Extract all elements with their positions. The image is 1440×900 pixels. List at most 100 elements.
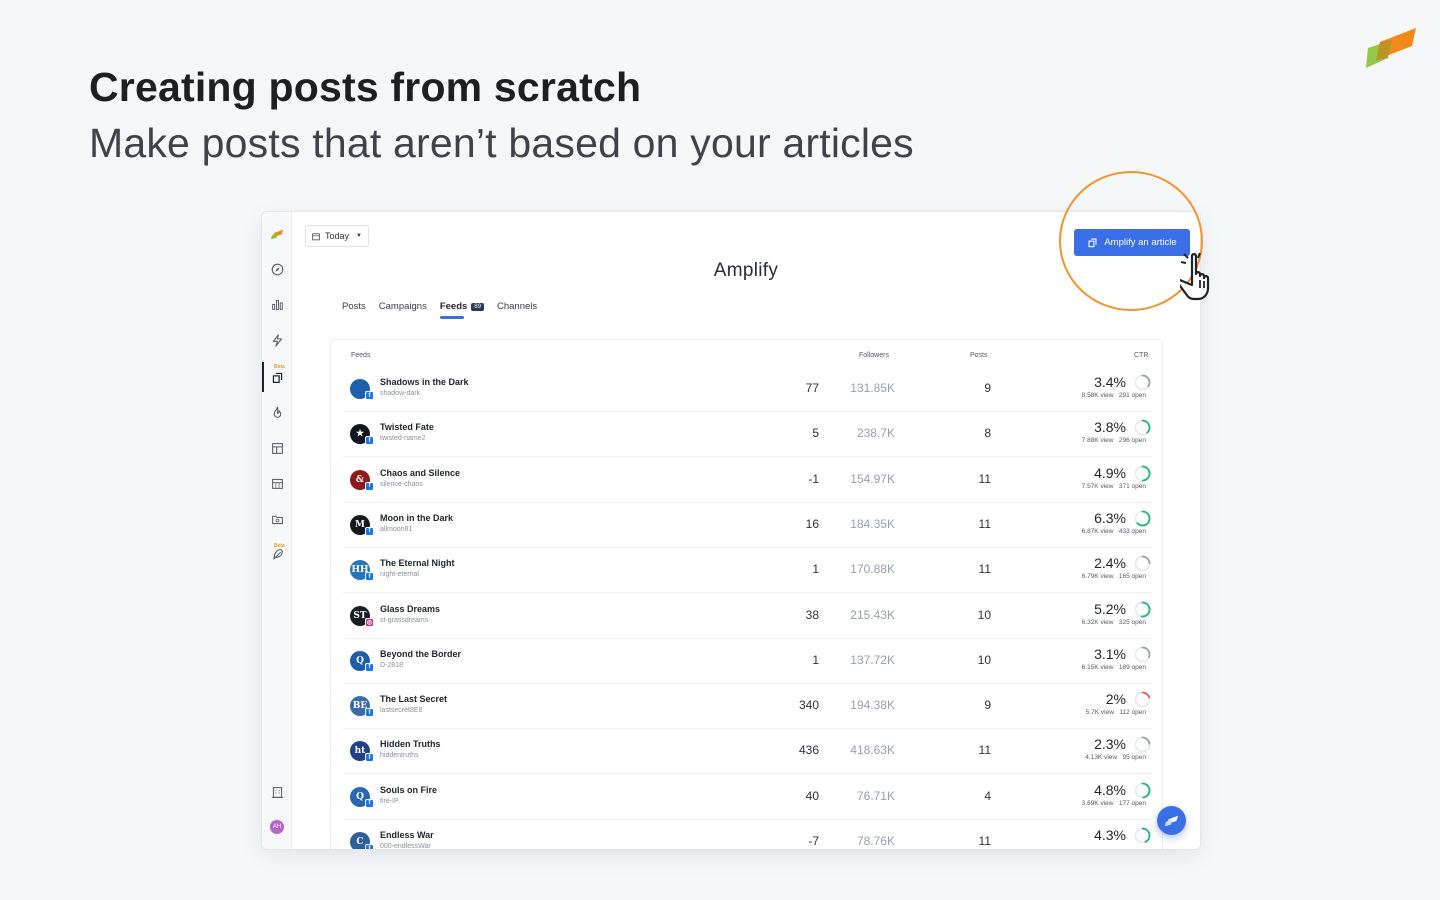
tab-label: Posts	[342, 301, 366, 312]
posts-count: 11	[978, 471, 991, 486]
floating-assistant-button[interactable]	[1157, 806, 1186, 835]
ctr-value: 2%	[1105, 691, 1126, 708]
feed-name[interactable]: The Eternal Night	[380, 558, 455, 569]
table-row[interactable]: ST ◎ Glass Dreams st-grassdreams 38 215.43K 10…	[343, 594, 1151, 639]
ctr-details: 5.7K view 112 open	[1086, 709, 1146, 716]
view-count: 5.7K view	[1085, 709, 1114, 717]
posts-count: 9	[984, 698, 991, 713]
followers-count: 78.76K	[856, 834, 895, 848]
open-count: 433 open	[1118, 527, 1146, 535]
calendar-icon[interactable]	[269, 475, 285, 491]
ctr-value: 3.8%	[1094, 419, 1126, 436]
feed-handle: hiddentruths	[380, 752, 419, 760]
follower-change: 1	[812, 652, 819, 667]
feather-icon[interactable]	[269, 546, 285, 562]
facebook-icon: f	[365, 481, 374, 491]
followers-count: 194.38K	[850, 698, 895, 713]
fire-icon[interactable]	[269, 404, 285, 420]
follower-change: 77	[805, 381, 819, 395]
table-row[interactable]: ht f Hidden Truths hiddentruths 436 418.63K 11…	[343, 729, 1151, 775]
ctr-value: 3.4%	[1094, 374, 1126, 390]
tab-campaigns[interactable]: Campaigns	[379, 301, 427, 319]
table-row[interactable]: HH f The Eternal Night night-eternal 1 170.88…	[343, 548, 1151, 594]
folder-icon[interactable]	[269, 511, 285, 527]
user-avatar[interactable]: AH	[270, 820, 284, 834]
feed-name[interactable]: Chaos and Silence	[380, 467, 461, 478]
column-header-followers[interactable]: Followers	[859, 352, 889, 359]
ctr-value: 2.4%	[1094, 555, 1126, 572]
subheadline: Make posts that aren’t based on your art…	[89, 120, 914, 166]
ctr-value: 4.8%	[1094, 781, 1126, 798]
posts-count: 9	[984, 381, 991, 395]
followers-count: 137.72K	[850, 652, 895, 667]
feed-name[interactable]: Hidden Truths	[380, 739, 441, 750]
feed-name[interactable]: Twisted Fate	[380, 422, 434, 433]
amplify-icon[interactable]	[269, 369, 285, 385]
table-row[interactable]: BE f The Last Secret lastsecret8E8 340 194.38…	[343, 684, 1151, 730]
ctr-ring-indicator	[1134, 827, 1151, 844]
tab-feeds[interactable]: Feeds 89	[439, 301, 484, 319]
open-count: 296 open	[1118, 437, 1146, 445]
followers-count: 154.97K	[850, 471, 895, 486]
facebook-icon: f	[365, 526, 374, 536]
feed-handle: 000-endlessWar	[380, 843, 431, 850]
feed-handle: allmoon81	[380, 525, 413, 533]
ctr-details: 6.87K view 433 open	[1082, 528, 1146, 535]
facebook-icon: f	[365, 391, 374, 400]
open-count: 371 open	[1118, 482, 1146, 490]
followers-count: 170.88K	[850, 562, 895, 577]
followers-count: 131.85K	[850, 381, 895, 395]
feed-name[interactable]: Shadows in the Dark	[380, 377, 469, 387]
column-header-ctr[interactable]: CTR	[1134, 352, 1149, 359]
date-filter-dropdown[interactable]: Today ▼	[305, 225, 369, 247]
feed-name[interactable]: Endless War	[380, 830, 434, 840]
layout-icon[interactable]	[269, 440, 285, 456]
tab-channels[interactable]: Channels	[497, 301, 537, 319]
table-row[interactable]: f Shadows in the Dark shadow-dark 77 131.85K…	[343, 367, 1151, 412]
table-row[interactable]: ★ f Twisted Fate twisted-name2 5 238.7K 8 3.8% 7…	[343, 412, 1151, 458]
column-header-feeds[interactable]: Feeds	[351, 352, 371, 359]
feed-name[interactable]: Beyond the Border	[380, 648, 462, 659]
view-count: 6.87K view	[1081, 527, 1114, 535]
ctr-value: 3.1%	[1094, 645, 1126, 662]
feeds-table: Feeds Followers Posts CTR f Shadows in th…	[330, 339, 1163, 850]
ctr-details: 3.69K view 177 open	[1082, 800, 1146, 807]
building-icon[interactable]	[269, 784, 285, 800]
posts-count: 11	[978, 834, 991, 848]
feed-name[interactable]: Moon in the Dark	[380, 512, 454, 523]
ctr-value: 2.3%	[1094, 736, 1126, 753]
follower-change: 5	[812, 426, 819, 441]
feed-handle: night-eternal	[380, 571, 419, 579]
tab-posts[interactable]: Posts	[342, 301, 366, 319]
bar-chart-icon[interactable]	[269, 296, 285, 312]
view-count: 6.79K view	[1081, 573, 1114, 581]
feed-name[interactable]: The Last Secret	[380, 694, 448, 705]
feed-name[interactable]: Glass Dreams	[380, 603, 441, 614]
view-count: 3.69K view	[1081, 799, 1114, 807]
open-count: 291 open	[1118, 392, 1146, 399]
ctr-details: 6.32K view 325 open	[1082, 619, 1146, 626]
view-count: 6.32K view	[1081, 618, 1114, 626]
posts-count: 4	[984, 788, 991, 803]
brand-logo-icon[interactable]	[269, 226, 285, 242]
ctr-value: 4.3%	[1094, 827, 1126, 843]
table-row[interactable]: & f Chaos and Silence silence-chaos -1 154.97…	[343, 458, 1151, 503]
facebook-icon: f	[365, 708, 374, 718]
feed-name[interactable]: Souls on Fire	[380, 784, 438, 795]
ctr-details: 4.13K view 95 open	[1085, 754, 1146, 761]
ctr-details: 6.79K view 165 open	[1082, 573, 1146, 580]
compass-icon[interactable]	[269, 261, 285, 277]
ctr-ring-indicator	[1134, 601, 1151, 617]
posts-count: 11	[978, 743, 991, 758]
ctr-ring-indicator	[1134, 555, 1151, 572]
lightning-icon[interactable]	[269, 332, 285, 348]
app-window: Beta Beta AH Today ▼ Amplify	[261, 211, 1201, 850]
tab-label: Feeds	[439, 301, 468, 312]
ctr-ring-indicator	[1134, 736, 1151, 753]
follower-change: 16	[805, 516, 819, 531]
column-header-posts[interactable]: Posts	[970, 352, 988, 359]
